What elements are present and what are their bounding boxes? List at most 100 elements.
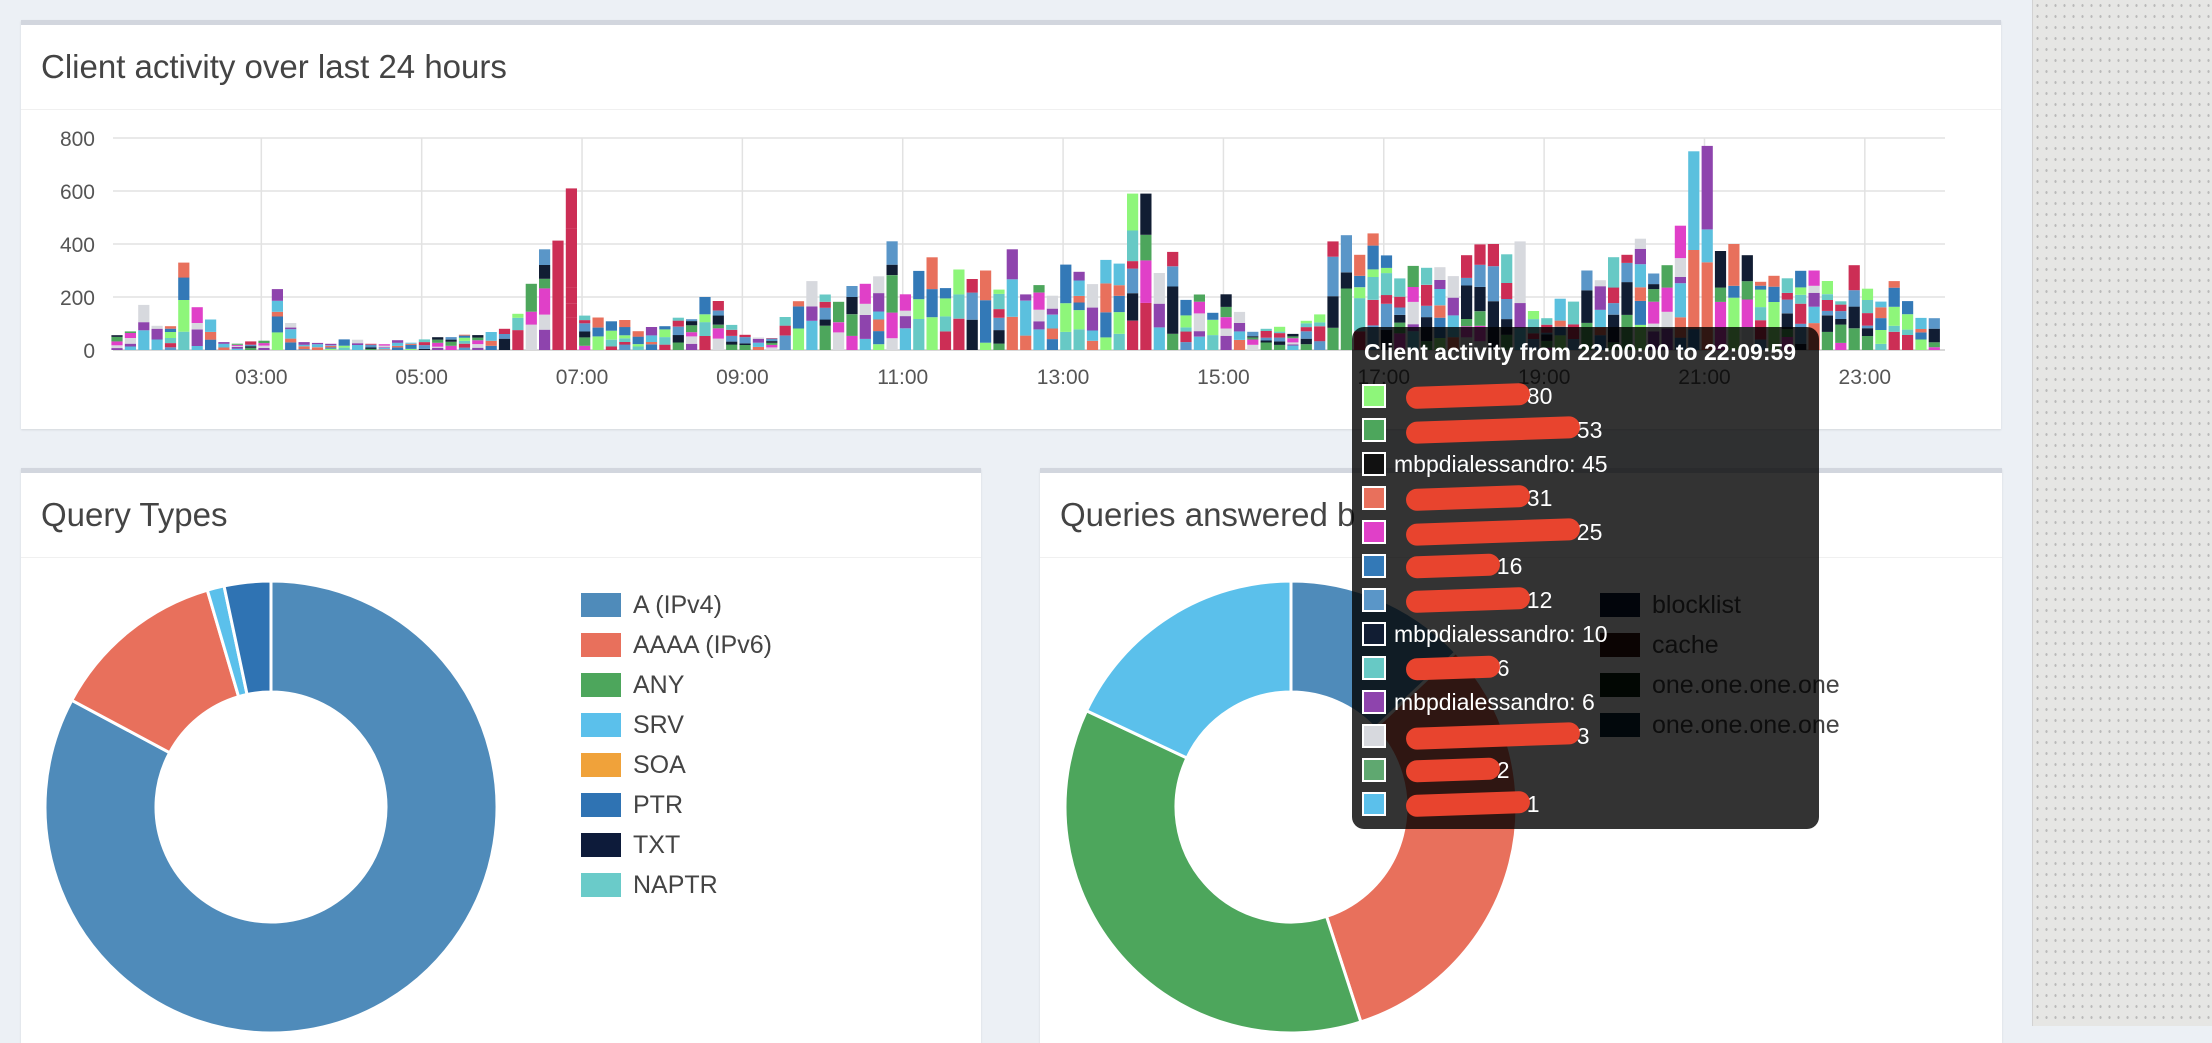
activity-bar[interactable] [1100, 259, 1112, 350]
activity-bar[interactable] [1180, 299, 1192, 350]
activity-bar[interactable] [525, 283, 537, 350]
activity-bar[interactable] [1153, 273, 1165, 350]
activity-bar[interactable] [659, 326, 671, 350]
activity-bar[interactable] [124, 331, 136, 350]
query-types-chart[interactable] [21, 562, 541, 1043]
activity-bar[interactable] [1861, 288, 1874, 350]
activity-bar[interactable] [1487, 244, 1499, 350]
activity-bar[interactable] [178, 262, 190, 350]
activity-bar[interactable] [1193, 294, 1205, 351]
activity-bar[interactable] [498, 328, 511, 350]
activity-bar[interactable] [218, 342, 230, 350]
activity-bar[interactable] [1848, 265, 1860, 350]
activity-bar[interactable] [1140, 193, 1152, 350]
activity-bar[interactable] [752, 337, 764, 351]
activity-bar[interactable] [833, 301, 845, 350]
activity-bar[interactable] [1327, 241, 1339, 350]
activity-bar[interactable] [686, 319, 698, 350]
activity-bar[interactable] [1113, 263, 1125, 350]
activity-bar[interactable] [1220, 294, 1232, 350]
activity-bar[interactable] [1006, 249, 1018, 350]
activity-bar[interactable] [1207, 312, 1219, 350]
legend-item[interactable]: AAAA (IPv6) [581, 625, 772, 665]
activity-bar[interactable] [1821, 281, 1833, 350]
activity-bar[interactable] [726, 324, 738, 350]
activity-bar[interactable] [1875, 301, 1887, 350]
client-activity-chart[interactable]: 0 200 400 600 800 03:00 05:00 07:00 09:00 11:00 13… [21, 114, 2001, 429]
activity-bar[interactable] [458, 334, 471, 350]
activity-bar[interactable] [619, 320, 631, 350]
pie-slice[interactable] [222, 579, 273, 697]
activity-bar[interactable] [111, 335, 123, 350]
activity-bar[interactable] [913, 270, 925, 350]
activity-bar[interactable] [445, 337, 457, 350]
activity-bar[interactable] [512, 313, 524, 350]
activity-bar[interactable] [418, 339, 430, 350]
activity-bar[interactable] [1768, 275, 1780, 350]
activity-bar[interactable] [953, 269, 965, 351]
activity-bar[interactable] [592, 317, 604, 351]
activity-bar[interactable] [205, 319, 217, 351]
activity-bar[interactable] [1274, 326, 1286, 350]
activity-bar[interactable] [899, 294, 911, 350]
activity-bar[interactable] [164, 326, 177, 350]
activity-bar[interactable] [926, 257, 938, 350]
activity-bar[interactable] [1915, 317, 1927, 350]
activity-bar[interactable] [792, 301, 805, 350]
activity-bar[interactable] [886, 241, 898, 350]
activity-bar[interactable] [138, 304, 150, 350]
legend-item[interactable]: NAPTR [581, 865, 772, 905]
activity-bar[interactable] [1287, 333, 1299, 350]
activity-bar[interactable] [859, 283, 871, 350]
activity-bar[interactable] [352, 339, 364, 350]
activity-bar[interactable] [632, 331, 644, 350]
activity-bar[interactable] [472, 335, 484, 350]
activity-bar[interactable] [392, 340, 404, 350]
activity-bar[interactable] [873, 276, 885, 350]
pie-slice[interactable] [1084, 579, 1293, 761]
activity-bar[interactable] [1127, 193, 1139, 350]
pie-slice[interactable] [43, 579, 499, 1035]
activity-bar[interactable] [980, 270, 992, 351]
activity-bar[interactable] [579, 315, 591, 350]
activity-bar[interactable] [779, 317, 791, 350]
pie-slice[interactable] [1063, 708, 1363, 1035]
activity-bar[interactable] [378, 344, 390, 350]
activity-bar[interactable] [712, 301, 724, 350]
activity-bar[interactable] [1073, 271, 1085, 350]
activity-bar[interactable] [1260, 328, 1272, 350]
activity-bar[interactable] [1233, 311, 1246, 350]
activity-bar[interactable] [565, 188, 577, 350]
activity-bar[interactable] [325, 343, 337, 350]
legend-item[interactable]: SRV [581, 705, 772, 745]
legend-item[interactable]: ANY [581, 665, 772, 705]
activity-bar[interactable] [1020, 294, 1032, 350]
activity-bar[interactable] [285, 323, 297, 350]
activity-bar[interactable] [1688, 151, 1700, 350]
activity-bar[interactable] [1714, 251, 1727, 350]
activity-bar[interactable] [1033, 285, 1045, 350]
activity-bar[interactable] [699, 297, 711, 350]
legend-item[interactable]: SOA [581, 745, 772, 785]
activity-bar[interactable] [939, 288, 952, 350]
activity-bar[interactable] [271, 289, 283, 350]
activity-bar[interactable] [1247, 331, 1259, 350]
activity-bar[interactable] [1902, 301, 1914, 350]
activity-bar[interactable] [539, 249, 551, 350]
activity-bar[interactable] [766, 338, 778, 350]
activity-bar[interactable] [485, 332, 497, 350]
activity-bar[interactable] [1060, 264, 1072, 350]
activity-bar[interactable] [1340, 235, 1352, 350]
legend-item[interactable]: A (IPv4) [581, 585, 772, 625]
activity-bar[interactable] [298, 342, 310, 350]
activity-bar[interactable] [365, 343, 377, 350]
activity-bar[interactable] [1835, 301, 1847, 350]
activity-bar[interactable] [1928, 318, 1940, 350]
activity-bar[interactable] [605, 321, 617, 350]
activity-bar[interactable] [1701, 145, 1713, 350]
activity-bar[interactable] [405, 342, 417, 350]
activity-bar[interactable] [739, 334, 751, 350]
activity-bar[interactable] [191, 307, 203, 350]
activity-bar[interactable] [258, 340, 270, 350]
activity-bar[interactable] [1314, 314, 1326, 350]
